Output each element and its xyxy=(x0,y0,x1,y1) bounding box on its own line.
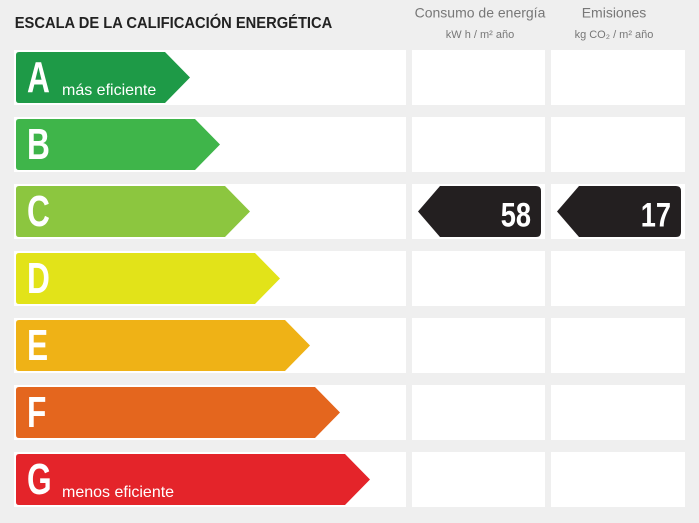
rating-arrow xyxy=(16,387,340,438)
value-cell xyxy=(412,385,545,440)
value-cell xyxy=(551,251,685,306)
column-unit: kW h / m² año xyxy=(446,29,514,41)
rating-letter: G xyxy=(27,455,52,504)
title: ESCALA DE LA CALIFICACIÓN ENERGÉTICA xyxy=(15,14,333,33)
value-cell xyxy=(551,385,685,440)
rating-value: 58 xyxy=(501,196,531,235)
rating-arrow xyxy=(16,52,190,103)
rating-marker xyxy=(418,186,541,237)
value-cell xyxy=(412,318,545,373)
rating-letter: B xyxy=(27,120,50,169)
rating-letter: D xyxy=(27,254,50,303)
value-cell xyxy=(551,50,685,105)
value-cell xyxy=(551,452,685,507)
value-cell xyxy=(551,318,685,373)
column-title: Emisiones xyxy=(582,5,647,21)
rating-letter: F xyxy=(27,388,46,437)
value-cell xyxy=(412,251,545,306)
column-unit: kg CO₂ / m² año xyxy=(575,29,654,41)
value-cell xyxy=(412,50,545,105)
value-cell xyxy=(412,452,545,507)
rating-letter: E xyxy=(27,321,48,370)
column-title: Consumo de energía xyxy=(415,5,546,21)
rating-letter: A xyxy=(27,53,50,102)
rating-arrow xyxy=(16,320,310,371)
value-cell xyxy=(412,117,545,172)
rating-label: más eficiente xyxy=(62,82,156,99)
rating-arrow xyxy=(16,253,280,304)
rating-arrow xyxy=(16,454,370,505)
value-cell xyxy=(551,117,685,172)
rating-marker xyxy=(557,186,681,237)
rating-arrow xyxy=(16,186,250,237)
rating-letter: C xyxy=(27,187,50,236)
rating-arrow xyxy=(16,119,220,170)
rating-label: menos eficiente xyxy=(62,484,174,501)
rating-value: 17 xyxy=(641,196,671,235)
